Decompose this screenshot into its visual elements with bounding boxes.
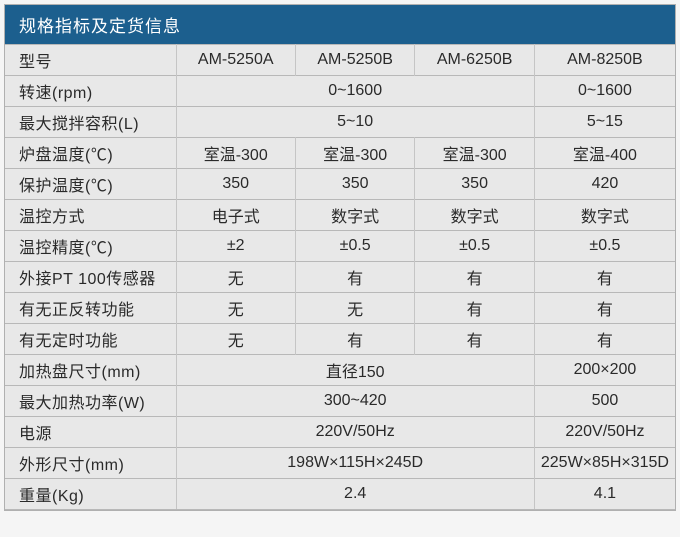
- cell-c5: 数字式: [534, 200, 675, 231]
- cell-c5: 0~1600: [534, 76, 675, 107]
- table-row-temp_acc: 温控精度(℃)±2±0.5±0.5±0.5: [5, 231, 675, 262]
- table-row-maxvol: 最大搅拌容积(L)5~105~15: [5, 107, 675, 138]
- table-row-heat_size: 加热盘尺寸(mm)直径150200×200: [5, 355, 675, 386]
- cell-c4: 350: [415, 169, 534, 200]
- cell-c3: 有: [295, 324, 414, 355]
- cell-c5: 4.1: [534, 479, 675, 510]
- table-row-pt100: 外接PT 100传感器无有有有: [5, 262, 675, 293]
- table-title: 规格指标及定货信息: [5, 5, 675, 44]
- cell-c2: 无: [176, 324, 295, 355]
- cell-c4: 室温-300: [415, 138, 534, 169]
- cell-c3: 室温-300: [295, 138, 414, 169]
- cell-c4: 有: [415, 293, 534, 324]
- table-row-reverse: 有无正反转功能无无有有: [5, 293, 675, 324]
- cell-c2: AM-5250A: [176, 45, 295, 76]
- cell-c2: ±2: [176, 231, 295, 262]
- spec-table-container: 规格指标及定货信息 型号AM-5250AAM-5250BAM-6250BAM-8…: [4, 4, 676, 511]
- cell-c5: 500: [534, 386, 675, 417]
- row-label: 电源: [5, 417, 176, 448]
- cell-c2: 无: [176, 293, 295, 324]
- cell-merged: 5~10: [176, 107, 534, 138]
- cell-c3: 无: [295, 293, 414, 324]
- table-row-dims: 外形尺寸(mm)198W×115H×245D225W×85H×315D: [5, 448, 675, 479]
- cell-merged: 0~1600: [176, 76, 534, 107]
- row-label: 最大搅拌容积(L): [5, 107, 176, 138]
- cell-merged: 198W×115H×245D: [176, 448, 534, 479]
- row-label: 转速(rpm): [5, 76, 176, 107]
- table-row-power: 电源220V/50Hz220V/50Hz: [5, 417, 675, 448]
- spec-table: 型号AM-5250AAM-5250BAM-6250BAM-8250B转速(rpm…: [5, 44, 675, 510]
- cell-merged: 2.4: [176, 479, 534, 510]
- cell-c5: 220V/50Hz: [534, 417, 675, 448]
- cell-c5: 有: [534, 293, 675, 324]
- cell-c3: 有: [295, 262, 414, 293]
- row-label: 炉盘温度(℃): [5, 138, 176, 169]
- row-label: 有无定时功能: [5, 324, 176, 355]
- cell-c4: 数字式: [415, 200, 534, 231]
- row-label: 有无正反转功能: [5, 293, 176, 324]
- cell-c5: 有: [534, 324, 675, 355]
- table-row-speed: 转速(rpm)0~16000~1600: [5, 76, 675, 107]
- cell-c5: AM-8250B: [534, 45, 675, 76]
- cell-c5: 室温-400: [534, 138, 675, 169]
- row-label: 加热盘尺寸(mm): [5, 355, 176, 386]
- table-row-temp_mode: 温控方式电子式数字式数字式数字式: [5, 200, 675, 231]
- row-label: 保护温度(℃): [5, 169, 176, 200]
- cell-c4: 有: [415, 262, 534, 293]
- cell-c2: 室温-300: [176, 138, 295, 169]
- cell-c4: 有: [415, 324, 534, 355]
- row-label: 温控精度(℃): [5, 231, 176, 262]
- cell-c4: ±0.5: [415, 231, 534, 262]
- cell-c5: 有: [534, 262, 675, 293]
- cell-c2: 350: [176, 169, 295, 200]
- table-row-model: 型号AM-5250AAM-5250BAM-6250BAM-8250B: [5, 45, 675, 76]
- table-row-max_power: 最大加热功率(W)300~420500: [5, 386, 675, 417]
- row-label: 外接PT 100传感器: [5, 262, 176, 293]
- cell-merged: 300~420: [176, 386, 534, 417]
- cell-merged: 220V/50Hz: [176, 417, 534, 448]
- table-row-plate_temp: 炉盘温度(℃)室温-300室温-300室温-300室温-400: [5, 138, 675, 169]
- cell-c5: 420: [534, 169, 675, 200]
- table-row-protect_temp: 保护温度(℃)350350350420: [5, 169, 675, 200]
- row-label: 温控方式: [5, 200, 176, 231]
- row-label: 型号: [5, 45, 176, 76]
- row-label: 外形尺寸(mm): [5, 448, 176, 479]
- cell-c5: ±0.5: [534, 231, 675, 262]
- table-row-weight: 重量(Kg)2.44.1: [5, 479, 675, 510]
- cell-c3: ±0.5: [295, 231, 414, 262]
- row-label: 最大加热功率(W): [5, 386, 176, 417]
- cell-c4: AM-6250B: [415, 45, 534, 76]
- cell-c2: 电子式: [176, 200, 295, 231]
- cell-c5: 225W×85H×315D: [534, 448, 675, 479]
- cell-c5: 200×200: [534, 355, 675, 386]
- cell-merged: 直径150: [176, 355, 534, 386]
- cell-c3: AM-5250B: [295, 45, 414, 76]
- table-row-timer: 有无定时功能无有有有: [5, 324, 675, 355]
- cell-c3: 数字式: [295, 200, 414, 231]
- cell-c5: 5~15: [534, 107, 675, 138]
- row-label: 重量(Kg): [5, 479, 176, 510]
- cell-c2: 无: [176, 262, 295, 293]
- cell-c3: 350: [295, 169, 414, 200]
